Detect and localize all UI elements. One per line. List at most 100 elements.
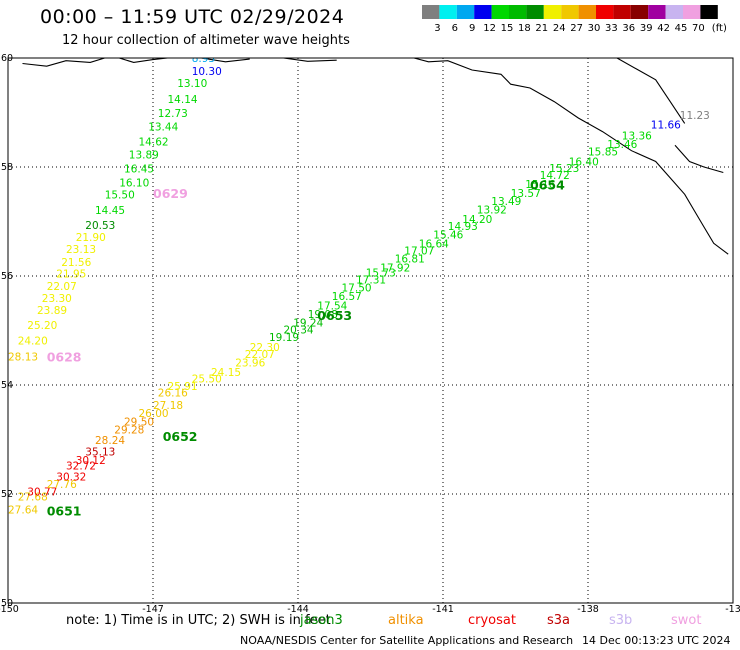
wave-height-value: 15.23 [549, 163, 579, 175]
wave-height-value: 15.50 [105, 189, 135, 201]
coastline-segment [201, 58, 250, 63]
wave-height-value: 14.72 [540, 170, 570, 182]
scale-tick-label: 9 [469, 23, 475, 34]
satellite-key-s3b: s3b [609, 613, 633, 628]
scale-swatch [474, 5, 492, 19]
pass-time-label: 0651 [47, 503, 82, 518]
wave-height-value: 16.40 [569, 157, 599, 169]
scale-swatch [561, 5, 579, 19]
wave-height-value: 17.92 [380, 262, 410, 274]
wave-height-value: 8.93 [192, 53, 215, 65]
scale-tick-label: 39 [640, 23, 653, 34]
wave-height-value: 28.13 [8, 352, 38, 364]
wave-height-value: 29.50 [124, 417, 154, 429]
scale-unit-label: (ft) [712, 23, 727, 34]
satellite-key-swot: swot [671, 613, 702, 628]
wave-height-value: 13.36 [622, 130, 652, 142]
wave-height-value: 17.50 [342, 282, 372, 294]
wave-height-value: 13.44 [148, 122, 178, 134]
wave-height-value: 27.76 [47, 479, 77, 491]
wave-height-value: 19.19 [269, 332, 299, 344]
wave-height-value: 11.23 [680, 110, 710, 122]
scale-tick-label: 70 [692, 23, 705, 34]
scale-swatch [630, 5, 649, 19]
credit-line: NOAA/NESDIS Center for Satellite Applica… [240, 634, 574, 647]
scale-tick-label: 18 [518, 23, 531, 34]
wave-height-value: 24.20 [18, 335, 48, 347]
wave-height-value: 17.07 [404, 245, 434, 257]
map-frame [7, 57, 734, 604]
scale-tick-label: 45 [675, 23, 688, 34]
longitude-tick-label: -144 [287, 604, 309, 615]
scale-tick-label: 30 [588, 23, 601, 34]
scale-swatch [491, 5, 509, 19]
wave-height-value: 22.07 [245, 349, 275, 361]
wave-height-value: 23.96 [235, 358, 265, 370]
latitude-tick-label: 60 [1, 53, 13, 64]
scale-tick-label: 36 [622, 23, 635, 34]
wave-height-value: 23.30 [42, 293, 72, 305]
wave-height-value: 15.16 [525, 179, 555, 191]
wave-height-value: 28.24 [95, 435, 125, 447]
scale-swatch [613, 5, 631, 19]
map-grid [8, 58, 733, 603]
wave-height-value: 13.57 [511, 188, 541, 200]
scale-swatch [456, 5, 475, 19]
wave-height-value: 20.53 [85, 220, 115, 232]
wave-height-value: 27.64 [8, 504, 38, 516]
wave-height-value: 10.30 [192, 66, 222, 78]
wave-height-value: 21.95 [56, 268, 86, 280]
scale-swatch [683, 5, 701, 19]
track-jason3: 27.6427.6830.7727.7630.3232.7230.1235.13… [8, 110, 710, 516]
wave-height-value: 13.89 [129, 150, 159, 162]
scale-tick-label: 3 [434, 23, 440, 34]
wave-height-value: 14.14 [168, 94, 198, 106]
wave-height-value: 26.16 [158, 388, 188, 400]
wave-height-value: 15.85 [588, 147, 618, 159]
wave-height-value: 24.15 [211, 367, 241, 379]
wave-height-value: 27.18 [153, 400, 183, 412]
wave-height-value: 25.20 [27, 320, 57, 332]
longitude-tick-label: -147 [142, 604, 164, 615]
coastline-segment [413, 58, 729, 255]
wave-height-value: 25.91 [168, 381, 198, 393]
wave-height-color-scale: 3 6 9 12 15 18 21 24 27 30 33 36 39 42 45 70 (ft) [422, 5, 727, 34]
wave-height-value: 8.83 [197, 42, 220, 54]
pass-time-label: 0629 [153, 186, 188, 201]
pass-time-label: 0653 [317, 308, 352, 323]
scale-swatch [439, 5, 457, 19]
pass-time-label: 0628 [47, 350, 82, 365]
wave-height-value: 14.62 [139, 136, 169, 148]
latitude-tick-label: 50 [1, 598, 13, 609]
scale-swatch [596, 5, 614, 19]
wave-height-value: 22.07 [47, 281, 77, 293]
pass-time-label: 0652 [163, 429, 198, 444]
scale-swatch [422, 5, 440, 19]
wave-height-value: 26.00 [139, 408, 169, 420]
wave-height-value: 14.20 [462, 214, 492, 226]
page-subtitle: 12 hour collection of altimeter wave hei… [62, 33, 350, 48]
scale-tick-label: 6 [452, 23, 458, 34]
wave-height-value: 20.34 [284, 324, 314, 336]
wave-height-value: 30.32 [56, 472, 86, 484]
scale-tick-label: 27 [570, 23, 583, 34]
wave-height-value: 11.66 [651, 120, 681, 132]
latitude-tick-label: 54 [1, 380, 13, 391]
wave-height-value: 15.46 [433, 230, 463, 242]
coastline-segment [119, 58, 168, 63]
satellite-key-s3a: s3a [547, 613, 571, 628]
scale-swatch [543, 5, 562, 19]
footnote: note: 1) Time is in UTC; 2) SWH is in fe… [66, 613, 331, 628]
longitude-tick-label: -13 [725, 604, 740, 615]
scale-tick-label: 12 [483, 23, 496, 34]
wave-height-value: 27.68 [18, 492, 48, 504]
wave-height-value: 13.92 [477, 205, 507, 217]
generated-timestamp: 14 Dec 00:13:23 UTC 2024 [582, 634, 731, 647]
scale-tick-label: 24 [553, 23, 566, 34]
wave-height-value: 17.31 [356, 274, 386, 286]
scale-swatch [578, 5, 596, 19]
scale-swatch [509, 5, 527, 19]
scale-swatch [665, 5, 683, 19]
latitude-tick-label: 56 [1, 271, 13, 282]
